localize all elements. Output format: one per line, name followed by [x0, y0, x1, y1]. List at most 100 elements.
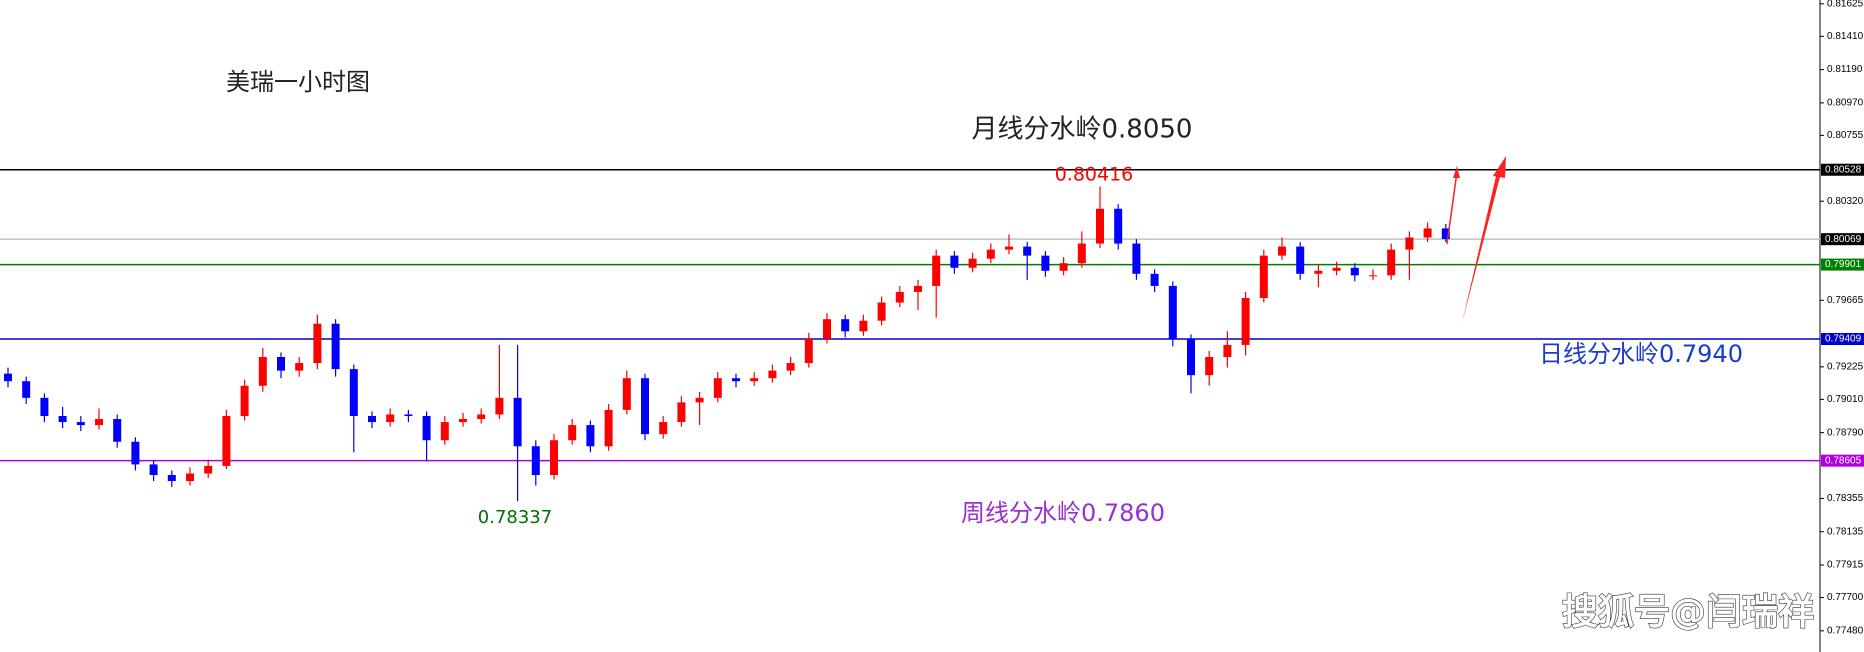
arrow-head — [1493, 156, 1506, 178]
annotation: 月线分水岭0.8050 — [972, 115, 1193, 145]
candle-body — [914, 285, 922, 292]
candle-body — [386, 414, 395, 423]
arrow-shaft — [1462, 172, 1501, 323]
candle-body — [1423, 228, 1432, 238]
y-tick-label: 0.80970 — [1827, 98, 1864, 109]
candle-body — [222, 416, 231, 466]
candle-body — [1114, 208, 1123, 244]
candle-body — [568, 425, 577, 441]
arrow-shaft — [1446, 171, 1458, 245]
candle-body — [113, 419, 122, 442]
candle-body — [1187, 338, 1195, 376]
candle-body — [877, 302, 886, 321]
candle-body — [659, 422, 668, 435]
candle-body — [968, 258, 977, 268]
annotation: 周线分水岭0.7860 — [961, 499, 1165, 527]
price-label: 0.79409 — [1825, 334, 1862, 345]
candle-body — [204, 465, 213, 474]
candle-body — [76, 422, 85, 426]
candle-body — [1278, 246, 1286, 256]
candle-body — [1332, 267, 1341, 271]
candle-body — [495, 397, 504, 415]
y-tick-label: 0.78355 — [1827, 493, 1864, 504]
y-tick-label: 0.77915 — [1827, 560, 1864, 571]
candle-body — [786, 363, 795, 371]
candle-body — [349, 369, 358, 417]
candle-body — [1387, 249, 1396, 276]
candle-body — [513, 397, 522, 447]
price-label-box — [1821, 258, 1864, 271]
price-label-box — [1821, 163, 1864, 176]
candle-body — [186, 473, 194, 482]
candle-body — [131, 441, 140, 465]
candle-body — [859, 320, 868, 332]
candle-body — [1132, 243, 1141, 274]
candle-body — [1168, 285, 1177, 339]
candle-body — [531, 446, 540, 476]
arrow-head — [1453, 166, 1460, 178]
candle-body — [22, 381, 31, 398]
candle-body — [459, 419, 467, 423]
candle-body — [932, 255, 941, 286]
candle-body — [1023, 246, 1032, 256]
price-label: 0.80528 — [1825, 164, 1862, 175]
candle-body — [950, 255, 959, 268]
y-tick-label: 0.80320 — [1827, 196, 1864, 207]
candle-body — [1241, 298, 1250, 345]
y-tick-label: 0.78135 — [1827, 526, 1864, 537]
y-tick-label: 0.80755 — [1827, 130, 1864, 141]
candle-body — [404, 414, 413, 417]
candle-body — [1314, 270, 1323, 274]
y-tick-label: 0.77700 — [1827, 592, 1864, 603]
candle-body — [1077, 243, 1086, 264]
annotation: 0.78337 — [478, 507, 552, 528]
candle-body — [368, 416, 376, 423]
candle-body — [1096, 208, 1104, 244]
candle-body — [1259, 255, 1268, 299]
candle-body — [586, 425, 595, 447]
candle-body — [768, 370, 777, 379]
candle-body — [841, 319, 850, 332]
y-tick-label: 0.81410 — [1827, 31, 1864, 42]
price-label: 0.80069 — [1825, 234, 1862, 245]
candle-body — [40, 397, 49, 417]
candle-body — [295, 363, 304, 371]
y-tick-label: 0.81190 — [1827, 64, 1863, 75]
candle-body — [4, 373, 12, 382]
candle-body — [1223, 344, 1232, 358]
watermark: 搜狐号@闫瑞祥 — [1562, 592, 1814, 633]
annotation: 0.80416 — [1055, 164, 1134, 186]
candle-body — [1005, 246, 1013, 250]
candle-body — [440, 422, 449, 441]
y-tick-label: 0.79665 — [1827, 295, 1864, 306]
candle-body — [1405, 237, 1414, 250]
candle-body — [604, 409, 613, 447]
candle-body — [695, 397, 704, 403]
y-tick-label: 0.79225 — [1827, 361, 1864, 372]
price-label-box — [1821, 233, 1864, 246]
candle-body — [1369, 275, 1377, 277]
candle-body — [313, 323, 322, 364]
candle-body — [1441, 228, 1450, 240]
candle-body — [895, 291, 904, 303]
price-label: 0.78605 — [1825, 455, 1862, 466]
candle-body — [986, 249, 995, 259]
candle-body — [167, 475, 176, 482]
candle-body — [258, 357, 267, 386]
candle-body — [713, 378, 722, 398]
candle-body — [477, 414, 486, 420]
candle-body — [804, 338, 813, 364]
candle-body — [95, 419, 103, 426]
chart-title: 美瑞一小时图 — [226, 68, 370, 96]
candle-body — [550, 440, 558, 476]
price-label: 0.79901 — [1825, 259, 1862, 270]
candle-body — [732, 378, 740, 382]
candle-body — [641, 378, 649, 435]
annotation: 日线分水岭0.7940 — [1539, 340, 1743, 368]
candle-body — [149, 464, 158, 476]
candle-body — [622, 378, 631, 410]
candle-body — [1350, 267, 1359, 276]
candle-body — [750, 378, 759, 382]
